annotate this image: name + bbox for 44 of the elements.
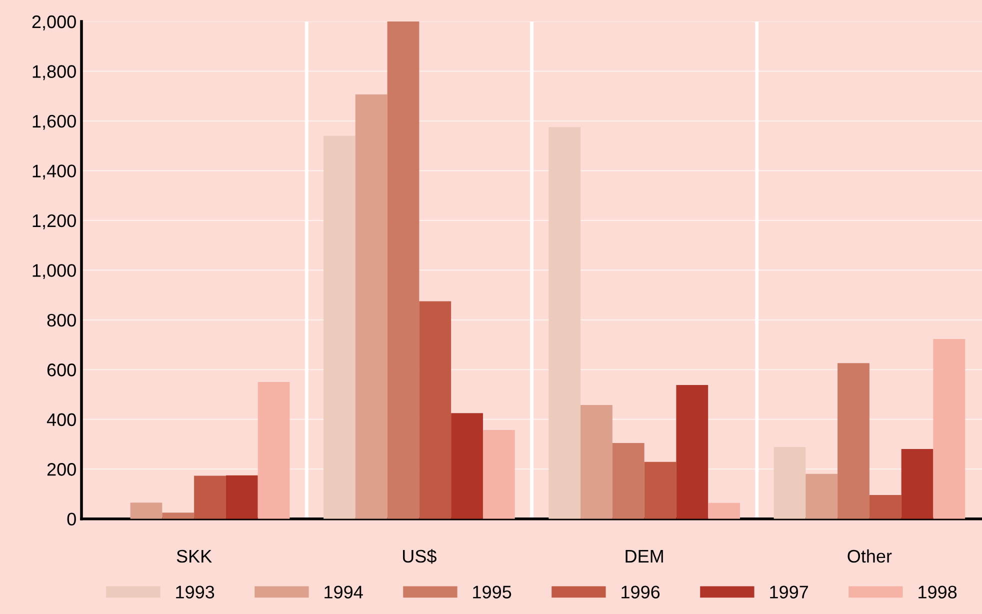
y-tick-label: 1,800 (32, 65, 76, 80)
bar (162, 512, 194, 519)
legend-label: 1997 (770, 586, 808, 598)
x-tick-label: US$ (403, 549, 436, 564)
legend-label: 1993 (176, 586, 214, 598)
bar (482, 430, 515, 519)
bar (324, 136, 356, 519)
bar (548, 127, 581, 519)
bar (355, 94, 388, 519)
y-tick-label: 0 (67, 512, 76, 526)
y-tick-label: 200 (47, 463, 76, 476)
bar (130, 502, 162, 519)
bar (933, 339, 966, 519)
bar (774, 446, 806, 519)
y-tick-label: 800 (47, 314, 76, 327)
bar (258, 382, 290, 519)
bar (194, 476, 226, 519)
bar (838, 363, 870, 519)
x-tick-label: DEM (626, 550, 663, 562)
legend-label: 1998 (918, 586, 957, 598)
y-tick-label: 400 (46, 413, 76, 426)
bar (226, 475, 258, 519)
x-tick-label: SKK (176, 550, 212, 563)
legend-label: 1996 (622, 586, 660, 598)
y-tick-label: 1,400 (32, 164, 76, 180)
y-tick-label: 600 (47, 364, 76, 376)
bar (612, 442, 644, 519)
y-tick-label: 1,000 (32, 264, 76, 280)
y-tick-label: 1,200 (32, 214, 76, 230)
bar (806, 474, 838, 519)
bar (869, 494, 902, 519)
bar (901, 448, 934, 519)
x-tick-label: Other (848, 549, 892, 563)
legend-label: 1994 (324, 586, 363, 598)
legend-label: 1995 (473, 586, 512, 598)
bar (676, 385, 708, 519)
bar (644, 462, 676, 519)
y-tick-label: 1,600 (32, 114, 76, 130)
bar (387, 21, 420, 519)
bar (580, 404, 612, 519)
bar (451, 413, 483, 519)
bar (419, 301, 452, 519)
bar (708, 502, 740, 519)
y-tick-label: 2,000 (32, 15, 76, 30)
